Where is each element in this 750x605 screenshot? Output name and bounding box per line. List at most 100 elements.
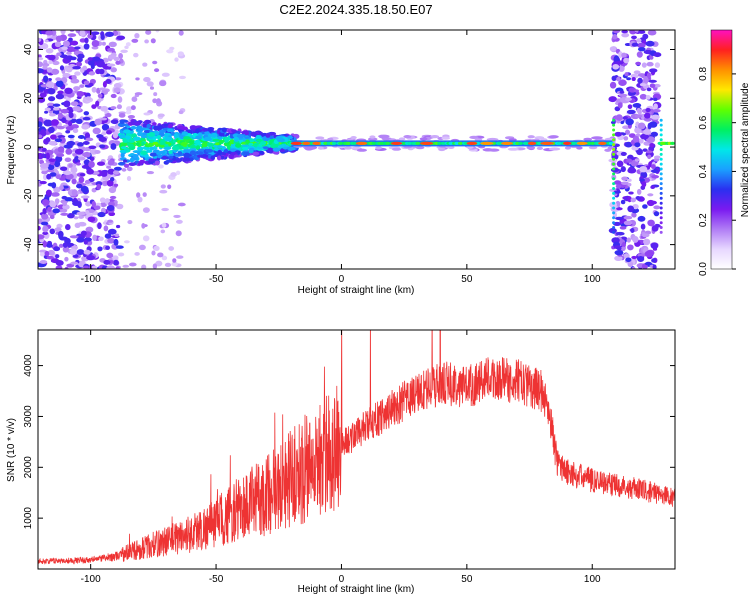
- heatmap-cell: [265, 133, 271, 138]
- heatmap-cell: [518, 141, 523, 145]
- heatmap-cell: [350, 136, 357, 140]
- colorbar-ticks: 0.0 0.2 0.4 0.6 0.8: [698, 67, 736, 276]
- heatmap-cell: [610, 120, 616, 125]
- heatmap-cell: [42, 240, 48, 248]
- heatmap-cell: [75, 118, 83, 124]
- heatmap-cell: [164, 144, 169, 147]
- heatmap-cell: [122, 159, 128, 163]
- heatmap-cell: [39, 260, 48, 264]
- heatmap-cell: [610, 167, 620, 173]
- heatmap-cell: [72, 254, 79, 258]
- heatmap-cell: [152, 149, 159, 153]
- heatmap-cell: [131, 96, 138, 103]
- heatmap-cell: [634, 114, 643, 118]
- heatmap-cell: [71, 178, 77, 185]
- heatmap-cell: [612, 30, 621, 34]
- heatmap-cell: [252, 151, 260, 156]
- heatmap-cell: [621, 32, 630, 38]
- heatmap-cell: [571, 141, 577, 145]
- heatmap-cell: [128, 162, 137, 166]
- heatmap-cell: [621, 176, 628, 181]
- heatmap-cell: [659, 157, 663, 161]
- heatmap-cell: [312, 141, 321, 145]
- heatmap-cell: [82, 65, 88, 71]
- heatmap-cell: [76, 90, 85, 98]
- heatmap-cell: [48, 140, 58, 146]
- spectrogram-ytick-label: 0: [23, 144, 34, 150]
- heatmap-cell: [617, 101, 623, 109]
- heatmap-cell: [171, 146, 180, 151]
- heatmap-cell: [639, 83, 647, 87]
- heatmap-cell: [652, 109, 661, 113]
- heatmap-cell: [135, 77, 140, 81]
- heatmap-cell: [282, 146, 288, 150]
- heatmap-cell: [642, 148, 648, 152]
- heatmap-cell: [175, 170, 181, 176]
- heatmap-cell: [612, 226, 616, 229]
- spectrogram-ytick-label: 20: [23, 92, 34, 104]
- heatmap-cell: [636, 42, 646, 48]
- heatmap-cell: [70, 166, 78, 174]
- heatmap-cell: [659, 128, 663, 132]
- heatmap-cell: [527, 141, 537, 145]
- heatmap-cell: [638, 30, 646, 34]
- heatmap-cell: [171, 261, 178, 267]
- heatmap-cell: [85, 226, 94, 233]
- heatmap-cell: [115, 266, 121, 269]
- heatmap-cell: [637, 47, 646, 52]
- heatmap-cell: [84, 132, 91, 139]
- heatmap-cell: [92, 234, 97, 241]
- heatmap-cell: [64, 266, 69, 269]
- snr-ytick-label: 2000: [23, 456, 34, 479]
- heatmap-cell: [128, 262, 137, 267]
- heatmap-cell: [645, 95, 651, 100]
- heatmap-cell: [97, 93, 103, 98]
- heatmap-cell: [65, 173, 74, 180]
- heatmap-cell: [248, 149, 254, 154]
- heatmap-cell: [107, 159, 115, 166]
- heatmap-cell: [612, 34, 618, 40]
- heatmap-cell: [152, 141, 159, 145]
- heatmap-cell: [110, 143, 117, 150]
- heatmap-cell: [85, 96, 92, 101]
- heatmap-cell: [62, 242, 68, 248]
- heatmap-cell: [612, 191, 616, 195]
- heatmap-cell: [612, 128, 616, 132]
- heatmap-cell: [134, 33, 140, 39]
- heatmap-cell: [166, 128, 174, 133]
- heatmap-cell: [623, 220, 633, 226]
- heatmap-cell: [158, 150, 166, 155]
- heatmap-cell: [200, 154, 209, 158]
- heatmap-cell: [223, 149, 229, 153]
- heatmap-cell: [66, 51, 72, 55]
- heatmap-cell: [38, 37, 42, 43]
- heatmap-cell: [46, 173, 52, 180]
- heatmap-cell: [38, 61, 44, 68]
- heatmap-cell: [637, 253, 646, 257]
- heatmap-cell: [167, 184, 172, 190]
- heatmap-cell: [164, 136, 173, 142]
- heatmap-cell: [616, 160, 624, 168]
- heatmap-cell: [115, 245, 124, 249]
- heatmap-cell: [441, 141, 446, 145]
- heatmap-cell: [195, 135, 203, 140]
- heatmap-cell: [659, 123, 663, 127]
- heatmap-cell: [621, 181, 629, 185]
- heatmap-cell: [466, 141, 478, 145]
- heatmap-cell: [153, 125, 159, 131]
- heatmap-cell: [639, 178, 645, 182]
- heatmap-cell: [58, 243, 64, 248]
- heatmap-cell: [244, 136, 251, 139]
- heatmap-cell: [218, 139, 225, 143]
- heatmap-cell: [46, 67, 53, 73]
- heatmap-cell: [65, 129, 71, 134]
- heatmap-cell: [64, 157, 72, 163]
- heatmap-cell: [90, 31, 100, 36]
- heatmap-cell: [598, 141, 607, 145]
- heatmap-cell: [259, 150, 264, 155]
- heatmap-cell: [45, 189, 52, 196]
- heatmap-cell: [87, 216, 96, 223]
- heatmap-cell: [83, 43, 90, 50]
- heatmap-cell: [114, 233, 120, 237]
- heatmap-cell: [331, 141, 337, 145]
